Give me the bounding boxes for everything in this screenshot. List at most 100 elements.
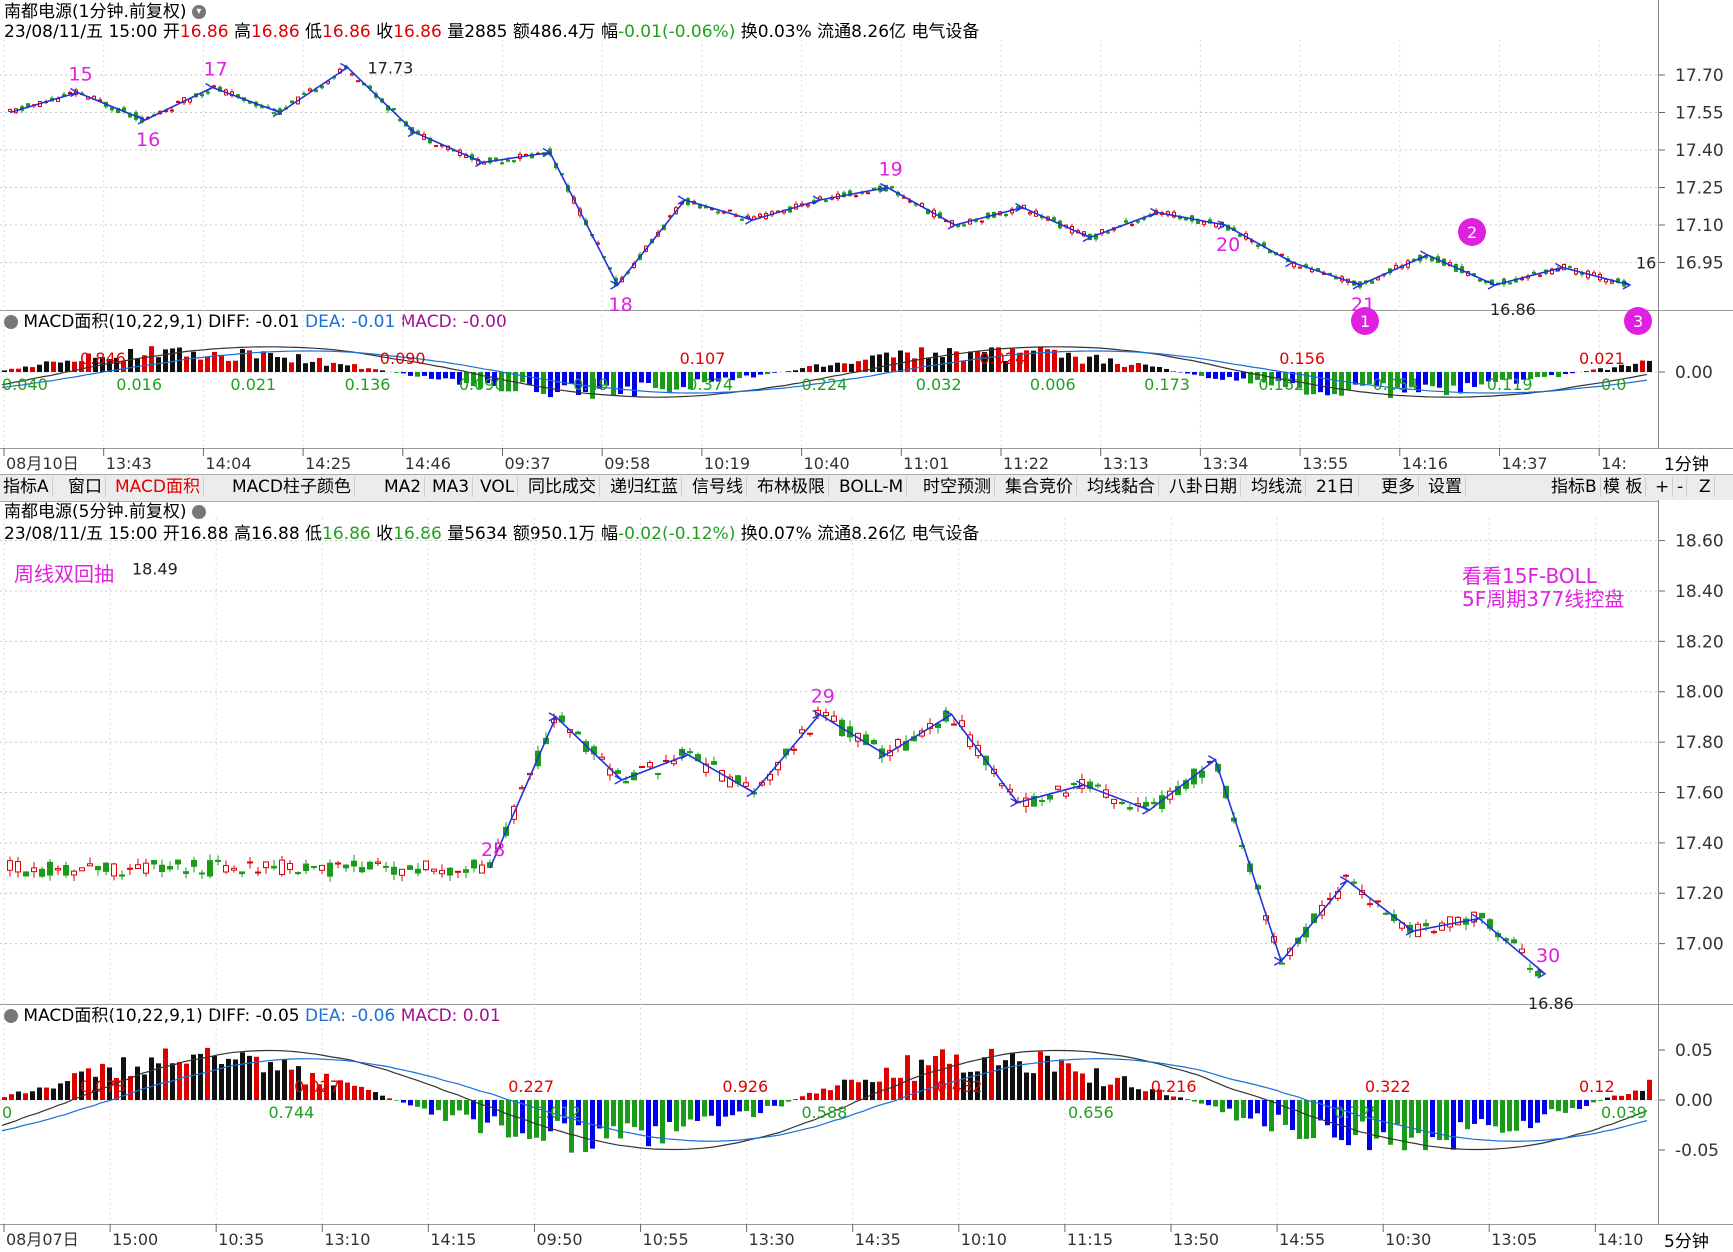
- toolbar-right-item-0[interactable]: 指标B: [1548, 477, 1601, 497]
- macd-bar: [310, 362, 315, 372]
- toolbar-item-11[interactable]: BOLL-M: [836, 477, 907, 497]
- candle-body: [280, 860, 285, 874]
- macd-bar: [1507, 1100, 1512, 1131]
- toolbar-item-16[interactable]: 均线流: [1248, 477, 1306, 497]
- macd-bar: [1094, 355, 1099, 372]
- toolbar-item-1[interactable]: 窗口: [65, 477, 106, 497]
- price-tick-label: 18.20: [1675, 632, 1724, 652]
- macd-bar: [632, 372, 637, 396]
- toolbar-item-3[interactable]: MACD柱子颜色: [229, 477, 355, 497]
- macd-bar: [884, 353, 889, 372]
- macd-bar: [219, 356, 224, 372]
- macd-bar: [1066, 353, 1071, 372]
- toolbar-item-13[interactable]: 集合竞价: [1002, 477, 1077, 497]
- toolbar-item-19[interactable]: 设置: [1425, 477, 1466, 497]
- toolbar-item-10[interactable]: 布林极限: [754, 477, 829, 497]
- macd-bar: [933, 353, 938, 372]
- macd-value-label: 0.216: [1151, 1077, 1197, 1096]
- macd-bar: [1409, 1100, 1414, 1138]
- macd-bar: [1171, 1096, 1176, 1100]
- macd-bar: [1024, 1073, 1029, 1100]
- candle-body: [1005, 215, 1008, 216]
- macd-bar: [198, 360, 203, 372]
- toolbar-item-7[interactable]: 同比成交: [525, 477, 600, 497]
- macd-bar: [1059, 358, 1064, 372]
- macd-bar: [716, 1100, 721, 1126]
- macd-bar: [723, 1100, 728, 1117]
- macd-bar: [1458, 1100, 1463, 1122]
- macd-bar: [681, 1100, 686, 1126]
- macd-value-label: 0.0: [1601, 375, 1626, 394]
- candle-body: [56, 868, 61, 870]
- candle-body: [648, 763, 653, 767]
- zigzag-line: [490, 714, 1545, 973]
- macd-bar: [170, 348, 175, 372]
- candle-body: [1185, 219, 1188, 220]
- candle-body: [1112, 799, 1117, 803]
- macd-bar: [261, 351, 266, 372]
- macd-bar: [1577, 1100, 1582, 1109]
- macd-bar: [1220, 372, 1225, 380]
- macd-bar: [653, 1100, 658, 1126]
- toolbar-item-0[interactable]: 指标A: [0, 477, 53, 497]
- candle-body: [1107, 232, 1110, 233]
- candle-body: [1344, 875, 1349, 876]
- candle-body: [200, 873, 205, 874]
- candle-body: [408, 866, 413, 870]
- macd-value-label: 0.224: [802, 375, 848, 394]
- macd-bar: [135, 1067, 140, 1100]
- macd-value-label: 0: [2, 1103, 12, 1122]
- toolbar-right-item-4[interactable]: Z: [1696, 477, 1715, 497]
- macd-bar: [758, 372, 763, 375]
- macd-bar: [1479, 1100, 1484, 1119]
- macd-bar: [968, 351, 973, 372]
- macd-bar: [1150, 366, 1155, 372]
- macd-bar: [548, 372, 553, 397]
- toolbar-item-14[interactable]: 均线黏合: [1084, 477, 1159, 497]
- macd-bar: [450, 1100, 455, 1115]
- macd-value-label: 0.021: [1579, 349, 1625, 368]
- candle-body: [981, 221, 984, 222]
- toolbar-item-17[interactable]: 21日: [1313, 477, 1359, 497]
- candle-body: [256, 872, 261, 873]
- macd-bar: [1010, 1053, 1015, 1100]
- toolbar-item-18[interactable]: 更多: [1378, 477, 1419, 497]
- toolbar-right-item-2[interactable]: +: [1652, 477, 1673, 497]
- macd-bar: [1591, 1100, 1596, 1102]
- macd-bar: [1185, 372, 1190, 374]
- macd-bar: [898, 1078, 903, 1100]
- toolbar-right-item-3[interactable]: -: [1674, 477, 1687, 497]
- macd-bar: [1073, 357, 1078, 372]
- price-tick-label: 17.40: [1675, 834, 1724, 854]
- macd-value-label: 0.744: [269, 1103, 315, 1122]
- toolbar-item-4[interactable]: MA2: [381, 477, 425, 497]
- toolbar-right-item-1[interactable]: 模 板: [1600, 477, 1646, 497]
- candle-body: [88, 864, 93, 866]
- macd-bar: [1402, 1100, 1407, 1150]
- toolbar-item-15[interactable]: 八卦日期: [1166, 477, 1241, 497]
- candle-body: [712, 762, 717, 765]
- candle-body: [1029, 213, 1032, 214]
- macd-bar: [366, 1090, 371, 1100]
- macd-bar: [303, 363, 308, 372]
- price-tick-label: 18.00: [1675, 683, 1724, 703]
- toolbar-item-5[interactable]: MA3: [429, 477, 473, 497]
- toolbar-item-12[interactable]: 时空预测: [920, 477, 995, 497]
- macd-bar: [646, 372, 651, 383]
- candle-body: [320, 865, 325, 870]
- macd-bar: [1136, 363, 1141, 372]
- toolbar-item-8[interactable]: 递归红蓝: [607, 477, 682, 497]
- macd-bar: [1129, 365, 1134, 372]
- candle-body: [1371, 281, 1374, 283]
- wave-circle-number: 2: [1467, 223, 1477, 242]
- macd-bar: [891, 1078, 896, 1100]
- toolbar-item-6[interactable]: VOL: [477, 477, 518, 497]
- toolbar-item-2[interactable]: MACD面积: [112, 477, 204, 497]
- macd-value-label: 0.024: [979, 349, 1025, 368]
- macd-bar: [1570, 372, 1575, 373]
- macd-bar: [926, 358, 931, 372]
- toolbar-item-9[interactable]: 信号线: [689, 477, 747, 497]
- macd-bar: [2, 1097, 7, 1100]
- candle-body: [1120, 802, 1125, 803]
- macd-bar: [380, 370, 385, 372]
